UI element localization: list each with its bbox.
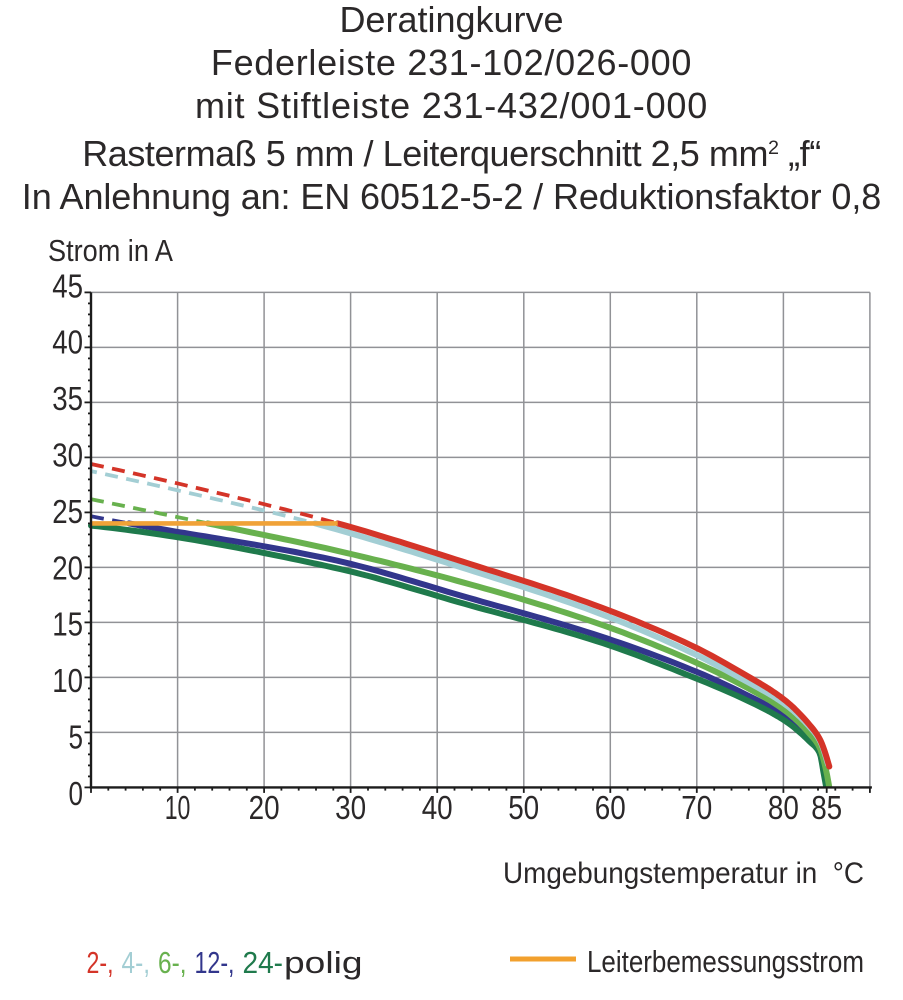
svg-text:2-,: 2-,	[87, 945, 114, 980]
svg-text:45: 45	[52, 267, 83, 304]
svg-text:15: 15	[52, 606, 83, 643]
svg-text:85: 85	[811, 789, 842, 826]
svg-text:Strom in A: Strom in A	[48, 233, 173, 268]
svg-text:80: 80	[768, 789, 799, 826]
svg-text:30: 30	[335, 789, 366, 826]
svg-text:50: 50	[508, 789, 539, 826]
svg-text:70: 70	[681, 789, 712, 826]
svg-text:30: 30	[52, 437, 83, 474]
svg-text:40: 40	[422, 789, 453, 826]
svg-text:5: 5	[69, 719, 84, 756]
svg-text:Leiterbemessungsstrom: Leiterbemessungsstrom	[587, 944, 864, 979]
svg-text:polig: polig	[284, 945, 363, 980]
svg-text:20: 20	[52, 549, 83, 586]
svg-text:12-,: 12-,	[195, 945, 235, 980]
svg-text:4-,: 4-,	[122, 945, 151, 980]
svg-text:10: 10	[165, 789, 191, 826]
svg-text:10: 10	[52, 662, 83, 699]
svg-text:Umgebungstemperatur in °C: Umgebungstemperatur in °C	[503, 857, 864, 890]
svg-text:0: 0	[69, 775, 84, 812]
svg-text:20: 20	[249, 789, 280, 826]
svg-text:24-: 24-	[243, 945, 284, 980]
svg-text:35: 35	[52, 380, 83, 417]
svg-text:25: 25	[52, 493, 83, 530]
svg-text:6-,: 6-,	[158, 945, 187, 980]
svg-text:40: 40	[52, 324, 83, 361]
svg-text:60: 60	[595, 789, 626, 826]
